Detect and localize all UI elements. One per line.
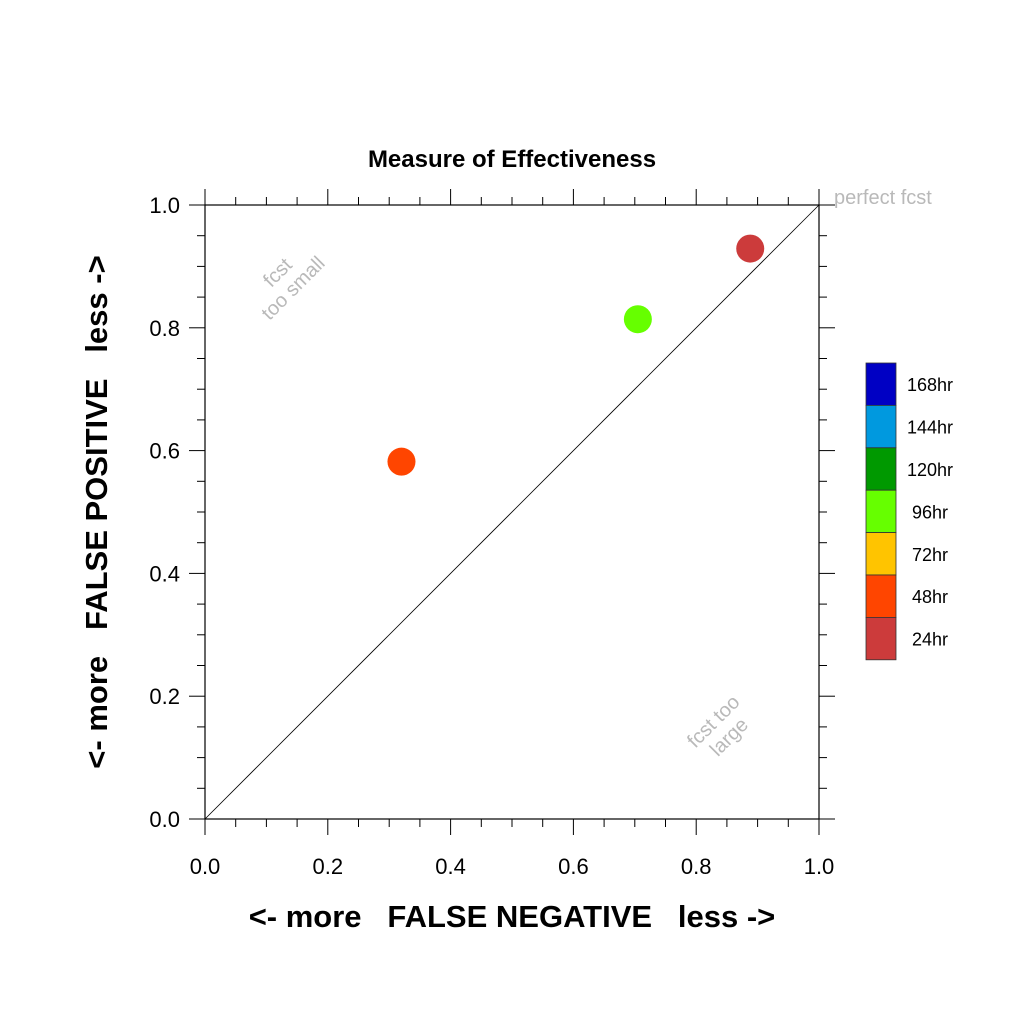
x-tick-label: 0.4 (435, 854, 466, 879)
legend-label: 120hr (907, 460, 953, 480)
legend-swatch (865, 617, 897, 661)
too-large-annotation: fcst too large (683, 691, 753, 761)
x-tick-label: 0.2 (313, 854, 344, 879)
y-axis-label: <- more FALSE POSITIVE less -> (79, 255, 114, 768)
y-tick-label: 1.0 (149, 193, 180, 218)
too-small-annotation: fcst too small (257, 252, 329, 324)
tick-marks (189, 189, 835, 835)
x-tick-label: 0.8 (681, 854, 712, 879)
data-point (623, 305, 652, 334)
legend: 168hr 144hr 120hr 96hr 72hr 48hr 24hr (865, 362, 953, 661)
data-point (736, 234, 765, 263)
y-tick-label: 0.0 (149, 807, 180, 832)
legend-label: 48hr (912, 587, 948, 607)
x-tick-label: 1.0 (804, 854, 835, 879)
y-tick-labels: 0.0 0.2 0.4 0.6 0.8 1.0 (149, 193, 180, 832)
legend-swatch (865, 532, 897, 576)
legend-swatch (865, 447, 897, 491)
too-small-line-2: too small (257, 252, 329, 324)
perfect-forecast-diagonal (204, 204, 820, 820)
x-tick-label: 0.0 (190, 854, 221, 879)
x-tick-label: 0.6 (558, 854, 589, 879)
legend-label: 144hr (907, 418, 953, 438)
data-point (387, 447, 416, 476)
legend-label: 24hr (912, 630, 948, 650)
y-tick-label: 0.4 (149, 561, 180, 586)
legend-swatch (865, 404, 897, 449)
legend-swatch (865, 489, 897, 534)
x-tick-labels: 0.0 0.2 0.4 0.6 0.8 1.0 (190, 854, 835, 879)
perfect-forecast-annotation: perfect fcst (834, 187, 932, 209)
y-tick-label: 0.2 (149, 684, 180, 709)
legend-label: 168hr (907, 375, 953, 395)
legend-swatch (865, 574, 897, 618)
y-tick-label: 0.6 (149, 439, 180, 464)
legend-swatch (865, 362, 897, 406)
y-tick-label: 0.8 (149, 316, 180, 341)
chart-title: Measure of Effectiveness (368, 146, 656, 173)
legend-label: 96hr (912, 502, 948, 522)
legend-label: 72hr (912, 545, 948, 565)
data-points (387, 234, 765, 476)
x-axis-label: <- more FALSE NEGATIVE less -> (249, 899, 776, 934)
